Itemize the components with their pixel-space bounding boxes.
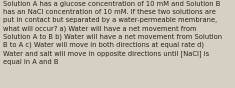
Text: Solution A has a glucose concentration of 10 mM and Solution B
has an NaCl conce: Solution A has a glucose concentration o… — [3, 1, 222, 65]
